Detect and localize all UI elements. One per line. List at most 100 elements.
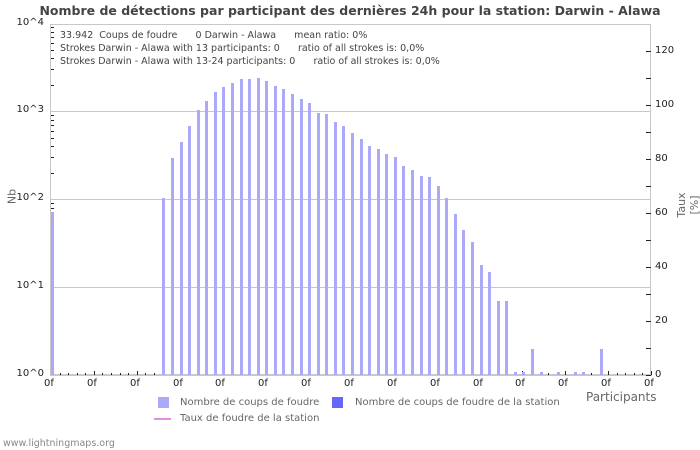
bar	[342, 126, 345, 375]
bar	[325, 114, 328, 375]
x-tick-label: 0f	[215, 378, 225, 389]
y2-tick	[646, 51, 651, 52]
x-tick	[68, 373, 69, 375]
y-minor-tick	[51, 157, 54, 158]
x-tick	[102, 373, 103, 375]
bar	[582, 372, 585, 375]
x-tick	[85, 373, 86, 375]
bar	[317, 113, 320, 375]
x-tick	[111, 373, 112, 375]
legend-label-strokes: Nombre de coups de foudre	[180, 397, 320, 408]
x-axis-line	[50, 375, 652, 376]
x-tick	[565, 371, 566, 375]
x-tick	[137, 371, 138, 375]
legend-label-station-strokes: Nombre de coups de foudre de la station	[355, 397, 560, 408]
chart-title: Nombre de détections par participant des…	[39, 3, 661, 18]
bar	[214, 92, 217, 375]
x-tick	[608, 371, 609, 375]
y-tick-label: 10^2	[16, 192, 44, 203]
bar	[454, 214, 457, 375]
bar	[162, 198, 165, 375]
y2-tick-label: 40	[655, 261, 668, 272]
y2-axis-title: Taux [%]	[675, 192, 700, 218]
bar	[574, 372, 577, 375]
x-tick	[145, 373, 146, 375]
bar	[257, 78, 260, 375]
bar	[308, 103, 311, 375]
x-tick-label: 0f	[601, 378, 611, 389]
bar	[428, 177, 431, 375]
bar	[188, 126, 191, 375]
x-axis-title: Participants	[586, 390, 657, 404]
bar	[471, 242, 474, 375]
x-tick	[617, 373, 618, 375]
y-minor-tick	[51, 50, 54, 51]
y2-tick-label: 80	[655, 153, 668, 164]
x-tick	[548, 373, 549, 375]
bar	[514, 372, 517, 375]
bar	[180, 142, 183, 375]
bar	[557, 372, 560, 375]
bar	[300, 99, 303, 375]
bar	[231, 83, 234, 375]
x-tick	[642, 373, 643, 375]
y-minor-tick	[51, 208, 54, 209]
y2-tick-label: 60	[655, 207, 668, 218]
y-minor-tick	[51, 138, 54, 139]
bar	[171, 158, 174, 375]
y2-tick	[646, 159, 651, 160]
x-tick-label: 0f	[558, 378, 568, 389]
y2-tick	[646, 132, 651, 133]
y-tick-label: 10^3	[16, 104, 44, 115]
bar	[248, 79, 251, 375]
bar	[522, 372, 525, 375]
x-tick	[625, 373, 626, 375]
y2-tick	[646, 321, 651, 322]
bar	[600, 349, 603, 375]
x-tick-label: 0f	[87, 378, 97, 389]
info-line-13-24: Strokes Darwin - Alawa with 13-24 partic…	[60, 56, 440, 67]
bar	[291, 94, 294, 375]
gridline	[51, 111, 651, 112]
bar	[420, 176, 423, 375]
y-axis-title: Nb	[5, 188, 19, 205]
bar	[51, 212, 54, 375]
bar	[205, 101, 208, 375]
legend-swatch-station-strokes	[332, 397, 343, 408]
bar	[197, 110, 200, 375]
y2-tick	[646, 267, 651, 268]
bar	[488, 272, 491, 375]
bar	[480, 265, 483, 375]
y-tick-label: 10^1	[16, 280, 44, 291]
x-tick-label: 0f	[258, 378, 268, 389]
legend-swatch-station-rate	[154, 418, 171, 420]
y-minor-tick	[51, 43, 54, 44]
y-minor-tick	[51, 131, 54, 132]
footer-link[interactable]: www.lightningmaps.org	[3, 438, 115, 449]
legend-label-station-rate: Taux de foudre de la station	[180, 413, 320, 424]
y-tick-label: 10^4	[16, 17, 44, 28]
y-minor-tick	[51, 85, 54, 86]
y2-tick	[646, 105, 651, 106]
y-minor-tick	[51, 125, 54, 126]
y2-tick	[646, 240, 651, 241]
y-axis-line	[50, 24, 51, 376]
x-tick	[651, 371, 652, 375]
x-tick-label: 0f	[430, 378, 440, 389]
x-tick-label: 0f	[173, 378, 183, 389]
bar	[377, 149, 380, 375]
x-tick-label: 0f	[44, 378, 54, 389]
y2-tick-label: 20	[655, 315, 668, 326]
info-line-13: Strokes Darwin - Alawa with 13 participa…	[60, 43, 425, 54]
y2-tick	[646, 294, 651, 295]
y-minor-tick	[51, 32, 54, 33]
x-tick-label: 0f	[473, 378, 483, 389]
y2-tick	[646, 186, 651, 187]
x-tick	[120, 373, 121, 375]
x-tick-label: 0f	[130, 378, 140, 389]
y-minor-tick	[51, 203, 54, 204]
bar	[411, 170, 414, 375]
bar	[240, 79, 243, 375]
y2-tick-label: 100	[655, 99, 675, 110]
x-tick-label: 0f	[515, 378, 525, 389]
